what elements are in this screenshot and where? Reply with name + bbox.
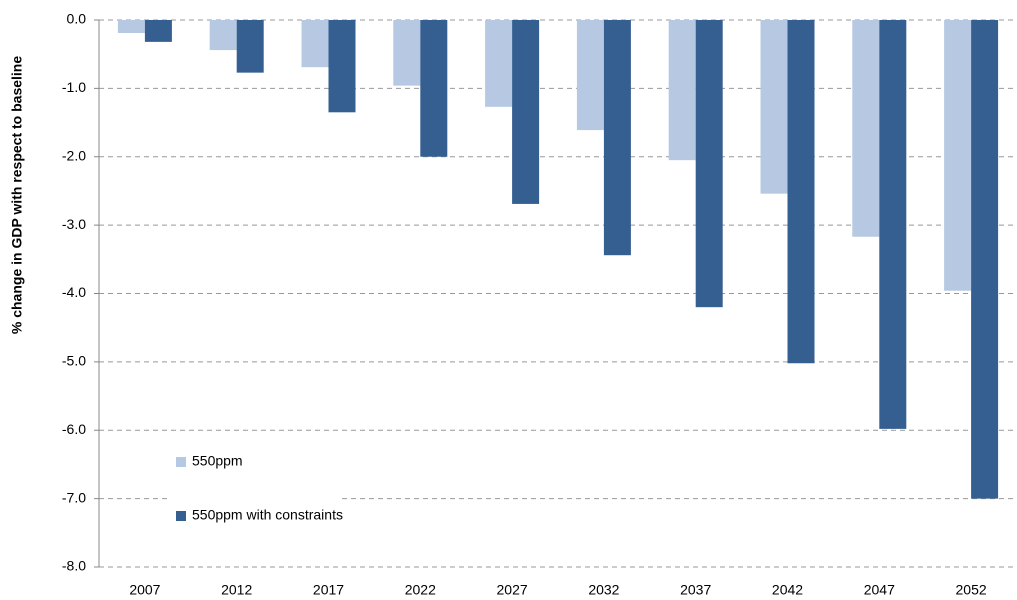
y-tick-label: -8.0 (62, 558, 86, 574)
bar (603, 20, 631, 256)
x-tick-label: 2037 (680, 582, 711, 598)
x-tick-label: 2027 (497, 582, 528, 598)
bar (971, 20, 999, 499)
legend-swatch (176, 457, 186, 467)
legend-box (168, 445, 338, 533)
x-tick-label: 2022 (405, 582, 436, 598)
x-tick-label: 2017 (313, 582, 344, 598)
bar (879, 20, 907, 429)
bar (117, 20, 145, 33)
bar (944, 20, 972, 291)
x-tick-label: 2007 (129, 582, 160, 598)
legend-swatch (176, 511, 186, 521)
x-tick-label: 2012 (221, 582, 252, 598)
y-tick-label: -1.0 (62, 79, 86, 95)
bar (209, 20, 237, 51)
y-tick-label: -3.0 (62, 216, 86, 232)
bar (695, 20, 723, 308)
bar (787, 20, 815, 364)
bar (328, 20, 356, 113)
legend-label: 550ppm (192, 453, 243, 469)
bar (301, 20, 329, 68)
y-tick-label: -6.0 (62, 421, 86, 437)
x-tick-label: 2032 (588, 582, 619, 598)
bar (420, 20, 448, 157)
bar (393, 20, 421, 86)
bar (760, 20, 788, 194)
bar (236, 20, 264, 73)
y-tick-label: -5.0 (62, 353, 86, 369)
x-tick-label: 2042 (772, 582, 803, 598)
y-axis-label: % change in GDP with respect to baseline (9, 56, 25, 334)
bar (144, 20, 172, 42)
x-tick-label: 2047 (864, 582, 895, 598)
y-tick-label: -7.0 (62, 489, 86, 505)
bar (852, 20, 880, 237)
legend-label: 550ppm with constraints (192, 507, 343, 523)
bar (512, 20, 540, 204)
bar (668, 20, 696, 161)
y-tick-label: -4.0 (62, 284, 86, 300)
x-tick-label: 2052 (956, 582, 987, 598)
bar (485, 20, 513, 107)
y-tick-label: 0.0 (67, 11, 87, 27)
bar (576, 20, 604, 131)
y-tick-label: -2.0 (62, 147, 86, 163)
